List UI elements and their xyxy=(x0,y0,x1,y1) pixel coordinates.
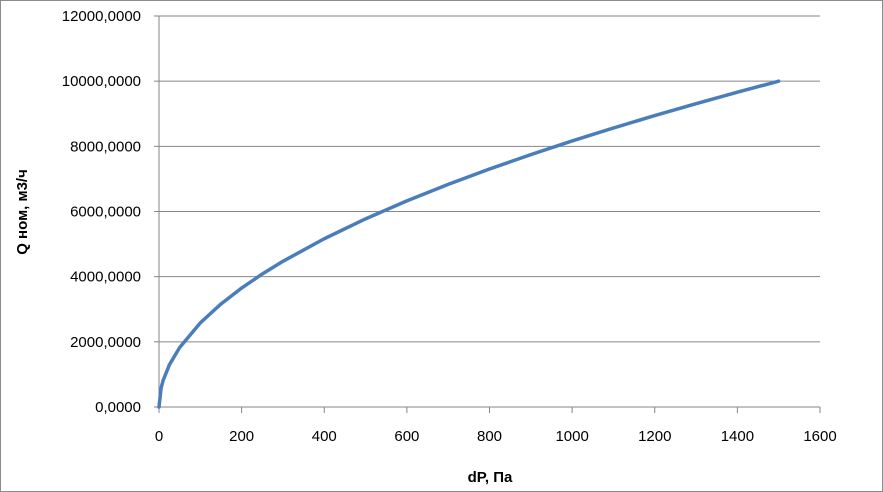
x-tick-label: 400 xyxy=(312,428,337,445)
x-tick-label: 600 xyxy=(394,428,419,445)
series-line xyxy=(157,79,781,409)
x-tick-label: 1200 xyxy=(638,428,671,445)
x-tick-label: 800 xyxy=(477,428,502,445)
tick-labels: 0,0000 2000,0000 4000,0000 6000,0000 8000,00… xyxy=(62,8,837,445)
x-tick-label: 1000 xyxy=(555,428,588,445)
axes xyxy=(154,15,821,413)
grid-lines xyxy=(159,15,820,343)
y-tick-label: 12000,0000 xyxy=(62,8,141,25)
y-tick-label: 6000,0000 xyxy=(70,204,141,221)
y-tick-label: 4000,0000 xyxy=(70,269,141,286)
y-axis-title: Q ном, м3/ч xyxy=(14,169,31,255)
y-tick-label: 8000,0000 xyxy=(70,138,141,155)
y-tick-label: 0,0000 xyxy=(95,399,141,416)
x-tick-label: 200 xyxy=(229,428,254,445)
y-tick-label: 10000,0000 xyxy=(62,73,141,90)
series-layer xyxy=(157,79,781,409)
x-tick-label: 1600 xyxy=(803,428,836,445)
y-tick-label: 2000,0000 xyxy=(70,334,141,351)
x-tick-label: 0 xyxy=(155,428,163,445)
x-axis-title: dP, Па xyxy=(468,469,513,486)
x-tick-label: 1400 xyxy=(721,428,754,445)
